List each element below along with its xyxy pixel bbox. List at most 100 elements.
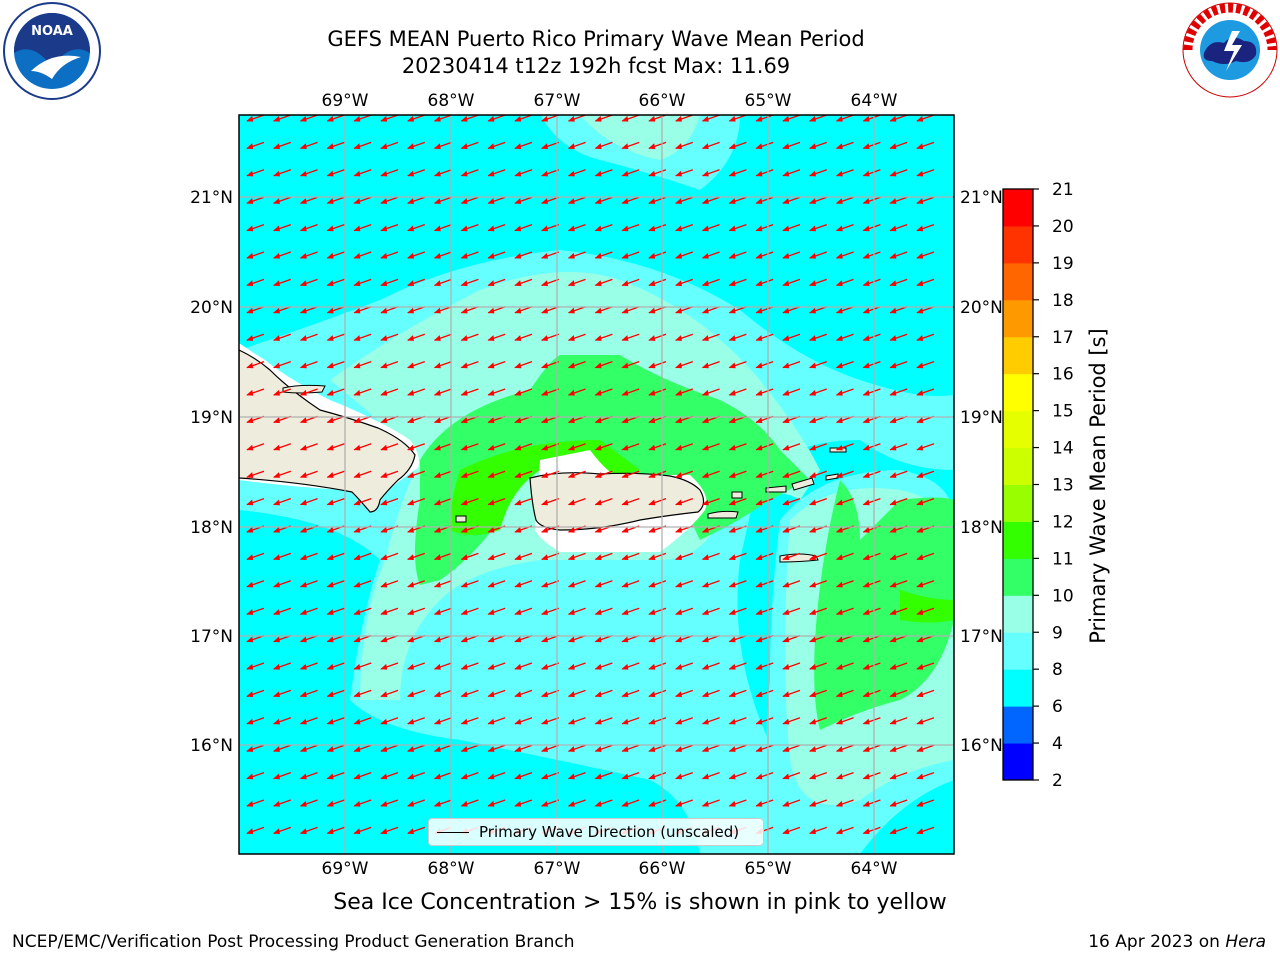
wave-arrow <box>835 497 854 506</box>
wave-arrow <box>433 497 452 506</box>
wave-arrow <box>246 771 265 780</box>
wave-arrow <box>675 771 694 780</box>
wave-arrow <box>407 443 426 451</box>
wave-arrow <box>326 497 345 506</box>
wave-arrow <box>916 497 935 506</box>
wave-arrow <box>487 470 506 478</box>
wave-arrow <box>809 141 828 150</box>
wave-arrow <box>862 580 881 588</box>
colorbar-tick-label: 2 <box>1052 771 1063 791</box>
wave-arrow <box>407 662 426 670</box>
legend: Primary Wave Direction (unscaled) <box>428 818 764 846</box>
wave-arrow <box>567 744 586 752</box>
wave-arrow <box>809 278 828 287</box>
wave-arrow <box>889 306 908 314</box>
wave-arrow <box>889 799 908 807</box>
wave-arrow <box>782 662 801 670</box>
wave-arrow <box>407 607 426 615</box>
wave-arrow <box>273 333 292 341</box>
wave-arrow <box>701 717 720 725</box>
wave-arrow <box>782 552 801 561</box>
wave-arrow <box>916 662 935 670</box>
wave-arrow <box>407 552 426 561</box>
wave-arrow <box>701 443 720 451</box>
wave-arrow <box>380 388 399 396</box>
wave-arrow <box>782 443 801 451</box>
wave-arrow <box>809 115 828 122</box>
wave-arrow <box>407 580 426 588</box>
wave-arrow <box>541 771 560 780</box>
wave-arrow <box>782 799 801 807</box>
wave-arrow <box>916 333 935 341</box>
wave-arrow <box>380 169 399 177</box>
wave-arrow <box>594 607 613 615</box>
wave-arrow <box>273 689 292 698</box>
wave-arrow <box>648 497 667 506</box>
wave-arrow <box>889 826 908 835</box>
wave-arrow <box>246 607 265 615</box>
wave-arrow <box>460 580 479 588</box>
wave-arrow <box>755 141 774 150</box>
wave-arrow <box>916 251 935 259</box>
wave-arrow <box>299 388 318 396</box>
wave-arrow <box>728 580 747 588</box>
wave-arrow <box>701 141 720 150</box>
wave-arrow <box>701 744 720 752</box>
wave-arrow <box>701 388 720 396</box>
wave-arrow <box>782 607 801 615</box>
wave-arrow <box>809 689 828 698</box>
wave-arrow <box>514 662 533 670</box>
wave-arrow <box>380 278 399 287</box>
wave-arrow <box>273 196 292 204</box>
wave-arrow <box>755 717 774 725</box>
wave-arrow <box>514 744 533 752</box>
wave-arrow <box>541 360 560 369</box>
wave-arrow <box>648 306 667 314</box>
colorbar-segment <box>1003 225 1033 264</box>
wave-arrow <box>353 607 372 615</box>
wave-arrow <box>273 388 292 396</box>
wave-arrow <box>755 662 774 670</box>
wave-arrow <box>246 223 265 232</box>
wave-arrow <box>701 497 720 506</box>
wave-arrow <box>380 662 399 670</box>
wave-arrow <box>567 662 586 670</box>
wave-arrow <box>541 497 560 506</box>
wave-arrow <box>755 333 774 341</box>
wave-arrow <box>621 771 640 780</box>
wave-arrow <box>809 580 828 588</box>
colorbar-label: Primary Wave Mean Period [s] <box>1086 328 1110 644</box>
wave-arrow <box>862 771 881 780</box>
wave-arrow <box>541 689 560 698</box>
wave-arrow <box>326 223 345 232</box>
wave-arrow <box>407 306 426 314</box>
colorbar-tick-label: 21 <box>1052 180 1074 200</box>
wave-arrow <box>460 251 479 259</box>
wave-arrow <box>862 360 881 369</box>
wave-arrow <box>889 278 908 287</box>
wave-arrow <box>487 717 506 725</box>
wave-arrow <box>246 799 265 807</box>
wave-arrow <box>326 443 345 451</box>
wave-arrow <box>407 278 426 287</box>
wave-arrow <box>433 115 452 122</box>
wave-arrow <box>782 223 801 232</box>
wave-arrow <box>433 169 452 177</box>
wave-arrow <box>621 223 640 232</box>
wave-arrow <box>273 607 292 615</box>
wave-arrow <box>728 552 747 561</box>
wave-arrow <box>916 278 935 287</box>
wave-arrow <box>701 689 720 698</box>
wave-arrow <box>541 196 560 204</box>
wave-arrow <box>433 771 452 780</box>
legend-line-sample <box>437 832 469 833</box>
wave-arrow <box>594 717 613 725</box>
wave-arrow <box>407 333 426 341</box>
wave-arrow <box>326 552 345 561</box>
wave-arrow <box>246 662 265 670</box>
wave-arrow <box>541 115 560 122</box>
colorbar-tick-label: 6 <box>1052 697 1063 717</box>
wave-arrow <box>728 662 747 670</box>
wave-arrow <box>380 799 399 807</box>
wave-arrow <box>433 662 452 670</box>
